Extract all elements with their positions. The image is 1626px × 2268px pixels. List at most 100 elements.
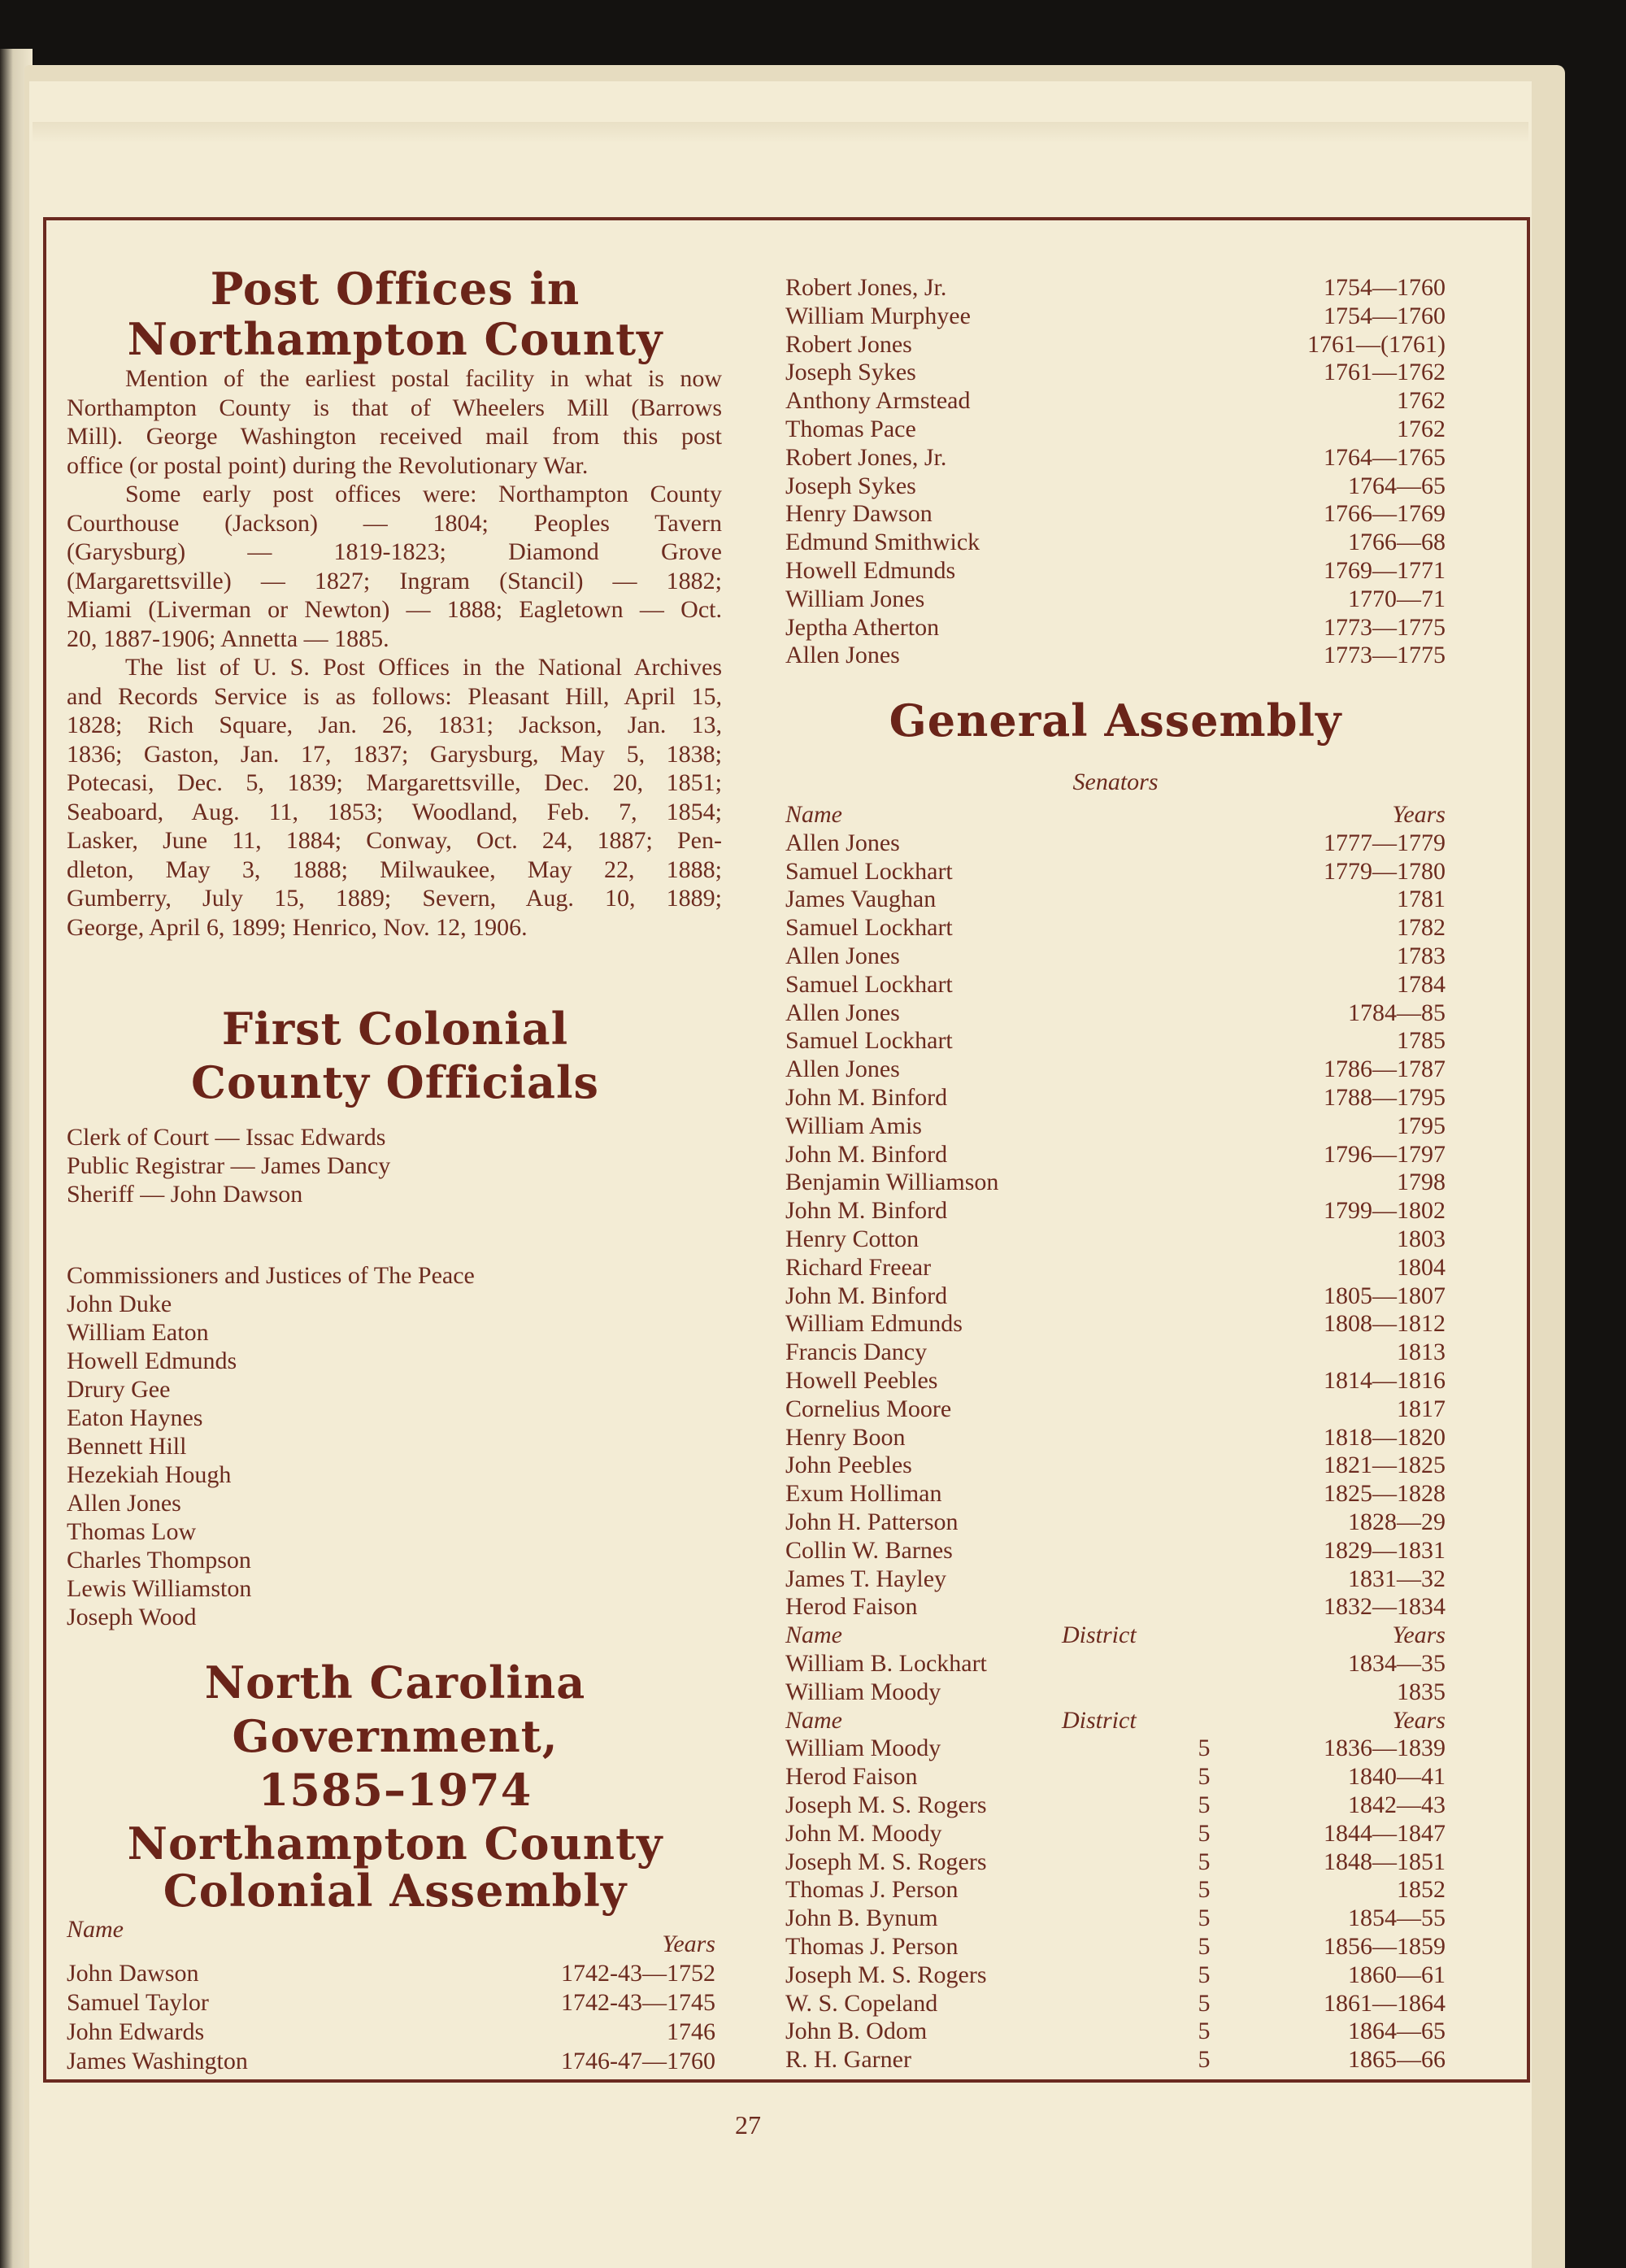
representative-years: 1834—35 (1348, 1650, 1446, 1677)
assembly-member-years: 1761—(1761) (1307, 330, 1446, 358)
representative-years: 1861—1864 (1324, 1989, 1446, 2017)
representative-name: Thomas J. Person (785, 1933, 959, 1960)
assembly-member-years: 1754—1760 (1324, 274, 1446, 301)
paragraph-line: and Records Service is as follows: Pleas… (67, 682, 722, 710)
senator-name: John Peebles (785, 1452, 912, 1479)
representative-years: 1860—61 (1348, 1961, 1446, 1988)
assembly-member-name: Howell Edmunds (785, 557, 956, 584)
senator-name: Allen Jones (785, 1056, 900, 1083)
section-heading: Northampton County (127, 313, 663, 365)
paragraph-line: George, April 6, 1899; Henrico, Nov. 12,… (67, 913, 528, 941)
senator-years: 1832—1834 (1324, 1593, 1446, 1621)
paragraph-line: office (or postal point) during the Revo… (67, 451, 589, 479)
paragraph-line: 20, 1887-1906; Annetta — 1885. (67, 625, 389, 652)
column-header-years: Years (662, 1931, 715, 1957)
representative-name: Joseph M. S. Rogers (785, 1848, 987, 1875)
representative-years: 1865—66 (1348, 2046, 1446, 2074)
column-header-name: Name (785, 1622, 842, 1649)
senator-years: 1785 (1397, 1027, 1446, 1055)
page-border (43, 217, 1530, 2083)
assembly-member-years: 1761—1762 (1324, 359, 1446, 386)
senator-years: 1798 (1397, 1169, 1446, 1196)
column-header-years: Years (1392, 1706, 1446, 1734)
assembly-member-name: William Jones (785, 585, 925, 612)
senator-years: 1814—1816 (1324, 1367, 1446, 1394)
paragraph-line: 1836; Gaston, Jan. 17, 1837; Garysburg, … (67, 740, 722, 768)
representative-district: 5 (1198, 1848, 1211, 1875)
assembly-member-years: 1762 (1397, 387, 1446, 415)
senator-years: 1796—1797 (1324, 1140, 1446, 1168)
section-heading: Post Offices in (210, 263, 580, 315)
section-heading: General Assembly (889, 694, 1342, 747)
paragraph-line: Courthouse (Jackson) — 1804; Peoples Tav… (67, 509, 722, 537)
representative-district: 5 (1198, 1961, 1211, 1988)
official-line: Public Registrar — James Dancy (67, 1152, 391, 1179)
assembly-member-name: James Washington (67, 2048, 248, 2074)
section-heading: First Colonial (221, 1003, 569, 1055)
senator-name: John M. Binford (785, 1084, 948, 1111)
senators-label: Senators (1072, 768, 1159, 795)
senator-years: 1795 (1397, 1112, 1446, 1139)
representative-years: 1836—1839 (1324, 1735, 1446, 1762)
paragraph-line: dleton, May 3, 1888; Milwaukee, May 22, … (67, 855, 722, 883)
senator-name: John H. Patterson (785, 1508, 959, 1535)
representative-district: 5 (1198, 1933, 1211, 1960)
representative-name: John B. Odom (785, 2018, 928, 2045)
section-heading: North Carolina (204, 1656, 586, 1709)
senator-years: 1782 (1397, 914, 1446, 942)
assembly-member-name: Robert Jones (785, 330, 912, 358)
senator-name: Henry Cotton (785, 1225, 920, 1252)
assembly-member-years: 1773—1775 (1324, 613, 1446, 641)
senator-name: Herod Faison (785, 1593, 918, 1621)
senator-years: 1817 (1397, 1395, 1446, 1422)
section-heading: County Officials (191, 1056, 599, 1108)
assembly-member-years: 1769—1771 (1324, 557, 1446, 584)
representative-district: 5 (1198, 1791, 1211, 1818)
senator-name: Samuel Lockhart (785, 914, 953, 942)
representative-name: Thomas J. Person (785, 1876, 959, 1904)
representative-years: 1840—41 (1348, 1763, 1446, 1791)
representative-name: Joseph M. S. Rogers (785, 1791, 987, 1818)
column-header-district: District (1062, 1622, 1137, 1649)
assembly-member-years: 1762 (1397, 416, 1446, 442)
assembly-member-years: 1754—1760 (1324, 302, 1446, 329)
representative-name: R. H. Garner (785, 2046, 911, 2074)
commissioner-name: Thomas Low (67, 1518, 197, 1545)
senator-name: Allen Jones (785, 942, 900, 969)
senator-name: Samuel Lockhart (785, 1027, 953, 1055)
representative-district: 5 (1198, 1876, 1211, 1904)
commissioner-name: Eaton Haynes (67, 1404, 203, 1431)
representative-district: 5 (1198, 1905, 1211, 1932)
representative-name: John M. Moody (785, 1819, 942, 1847)
representative-district: 5 (1198, 1819, 1211, 1847)
assembly-member-name: William Murphyee (785, 302, 971, 329)
commissioner-name: Drury Gee (67, 1376, 171, 1403)
assembly-member-name: Allen Jones (785, 642, 900, 669)
senator-years: 1788—1795 (1324, 1084, 1446, 1111)
senator-years: 1829—1831 (1324, 1536, 1446, 1564)
senator-name: Henry Boon (785, 1423, 906, 1451)
senator-years: 1781 (1397, 886, 1446, 913)
representative-years: 1844—1847 (1324, 1819, 1446, 1847)
representative-name: Herod Faison (785, 1763, 918, 1791)
section-heading: Colonial Assembly (163, 1865, 628, 1917)
assembly-member-name: Joseph Sykes (785, 472, 916, 499)
representative-district: 5 (1198, 1763, 1211, 1791)
commissioner-name: Charles Thompson (67, 1547, 251, 1574)
paragraph-line: 1828; Rich Square, Jan. 26, 1831; Jackso… (67, 712, 722, 738)
commissioner-name: Hezekiah Hough (67, 1461, 232, 1488)
senator-years: 1828—29 (1348, 1508, 1446, 1535)
column-header-name: Name (785, 801, 842, 828)
senator-name: Samuel Lockhart (785, 857, 953, 885)
senator-years: 1803 (1397, 1225, 1446, 1252)
senator-name: Cornelius Moore (785, 1395, 952, 1422)
representative-district: 5 (1198, 2046, 1211, 2074)
senator-name: Allen Jones (785, 999, 900, 1026)
assembly-member-name: Robert Jones, Jr. (785, 443, 947, 471)
senator-name: Samuel Lockhart (785, 970, 953, 998)
senator-name: Benjamin Williamson (785, 1169, 999, 1196)
senator-name: John M. Binford (785, 1140, 948, 1168)
paragraph-line: (Garysburg) — 1819-1823; Diamond Grove (67, 538, 722, 565)
commissioner-name: Bennett Hill (67, 1433, 187, 1460)
section-heading: Northampton County (127, 1817, 663, 1870)
